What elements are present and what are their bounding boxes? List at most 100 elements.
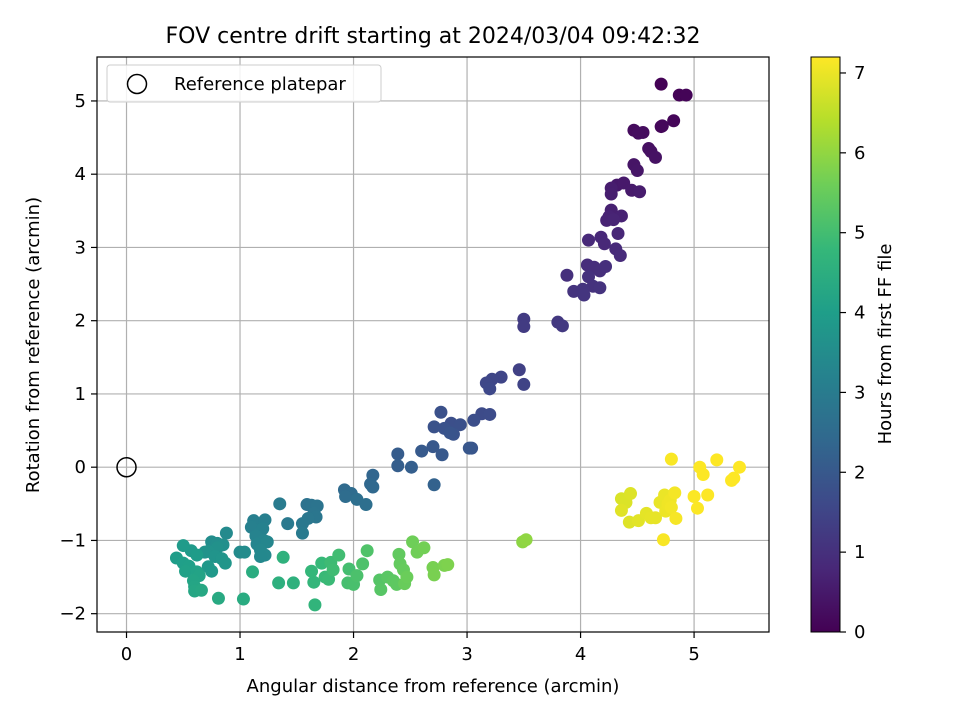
colorbar-tick-label: 0 (854, 622, 865, 643)
data-point (664, 452, 678, 466)
data-point (359, 498, 373, 512)
data-point (604, 187, 618, 201)
data-point (654, 77, 668, 91)
data-point (391, 447, 405, 461)
data-point (426, 440, 440, 454)
data-point (577, 288, 591, 302)
data-point (427, 420, 441, 434)
data-point (443, 426, 457, 440)
data-point (307, 575, 321, 589)
x-tick-label: 4 (575, 644, 586, 665)
y-axis-ticks: −2 −1 0 1 2 3 4 5 (59, 91, 97, 625)
y-tick-label: −2 (59, 604, 86, 625)
data-point (194, 583, 208, 597)
data-point (211, 591, 225, 605)
data-point (179, 564, 193, 578)
data-point (732, 460, 746, 474)
data-point (582, 233, 596, 247)
colorbar: 0 1 2 3 4 5 6 7 Hours from first FF file (810, 56, 896, 643)
x-axis-ticks: 0 1 2 3 4 5 (121, 632, 700, 665)
data-point (391, 459, 405, 473)
data-point (517, 377, 531, 391)
data-point (462, 441, 476, 455)
data-point (597, 237, 611, 251)
data-point (687, 489, 701, 503)
x-tick-label: 3 (461, 644, 472, 665)
data-point (710, 453, 724, 467)
data-point (655, 119, 669, 133)
x-tick-label: 5 (688, 644, 699, 665)
data-points (169, 77, 746, 612)
data-point (483, 382, 497, 396)
data-point (415, 444, 429, 458)
data-point (417, 541, 431, 555)
data-point (427, 568, 441, 582)
data-point (276, 550, 290, 564)
data-point (453, 418, 467, 432)
data-point (205, 564, 219, 578)
reference-marker-group (116, 456, 137, 478)
x-axis-label: Angular distance from reference (arcmin) (247, 676, 620, 697)
data-point (305, 564, 319, 578)
data-point (467, 413, 481, 427)
data-point (272, 576, 286, 590)
data-point (295, 517, 309, 531)
data-point (339, 489, 353, 503)
colorbar-tick-label: 5 (854, 223, 865, 244)
data-point (631, 126, 645, 140)
data-point (593, 281, 607, 295)
data-point (630, 164, 644, 178)
data-point (273, 497, 287, 511)
data-point (350, 569, 364, 583)
data-point (238, 545, 252, 559)
data-point (253, 550, 267, 564)
chart-title: FOV centre drift starting at 2024/03/04 … (166, 24, 701, 49)
data-point (727, 471, 741, 485)
grid-lines (97, 57, 769, 632)
data-point (555, 319, 569, 333)
data-point (218, 556, 232, 570)
plot-area-frame (96, 56, 770, 633)
data-point (392, 547, 406, 561)
legend-entry-label: Reference platepar (174, 74, 346, 95)
y-tick-label: 2 (75, 311, 86, 332)
data-point (360, 544, 374, 558)
colorbar-ticks: 0 1 2 3 4 5 6 7 (840, 63, 865, 643)
colorbar-tick-label: 2 (854, 462, 865, 483)
x-tick-label: 1 (234, 644, 245, 665)
data-point (648, 511, 662, 525)
y-axis-label: Rotation from reference (arcmin) (23, 197, 44, 493)
data-point (690, 501, 704, 515)
data-point (219, 526, 233, 540)
data-point (599, 259, 613, 273)
data-point (176, 539, 190, 553)
colorbar-tick-label: 3 (854, 382, 865, 403)
data-point (434, 405, 448, 419)
data-point (308, 598, 322, 612)
data-point (366, 480, 380, 494)
data-point (326, 563, 340, 577)
data-point (614, 503, 628, 517)
data-point (356, 557, 370, 571)
data-point (669, 511, 683, 525)
colorbar-tick-label: 1 (854, 542, 865, 563)
x-tick-label: 0 (121, 644, 132, 665)
data-point (400, 570, 414, 584)
data-point (517, 320, 531, 334)
data-point (236, 592, 250, 606)
data-point (664, 500, 678, 514)
data-point (696, 468, 710, 482)
data-point (286, 576, 300, 590)
data-point (560, 268, 574, 282)
data-point (701, 488, 715, 502)
data-point (512, 363, 526, 377)
legend-open-circle-icon (126, 73, 148, 95)
y-tick-label: 3 (75, 237, 86, 258)
data-point (374, 583, 388, 597)
colorbar-tick-label: 6 (854, 143, 865, 164)
data-point (656, 533, 670, 547)
y-tick-label: 4 (75, 164, 86, 185)
data-point (613, 249, 627, 263)
